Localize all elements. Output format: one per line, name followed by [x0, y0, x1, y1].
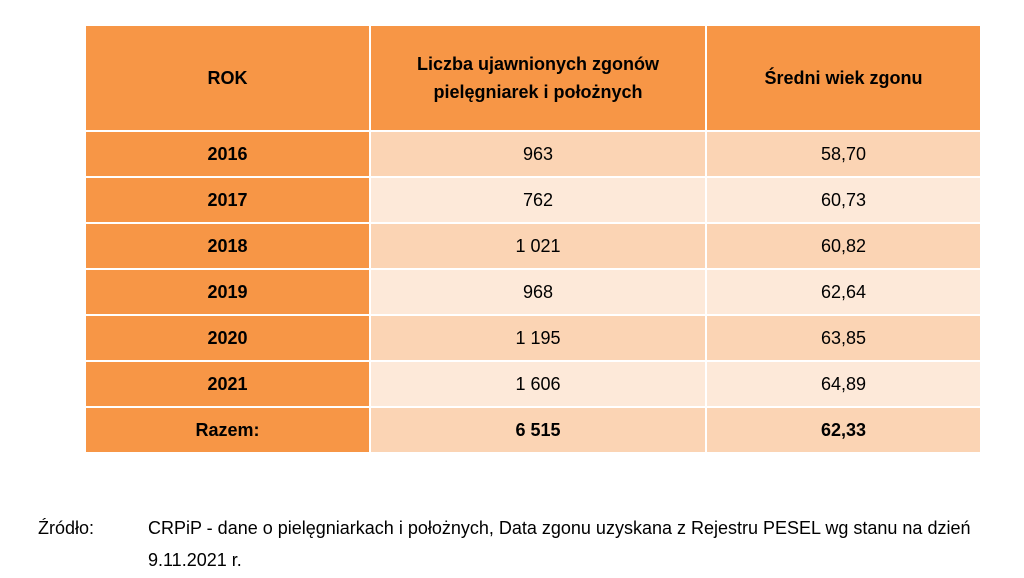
row-deaths: 1 606 — [370, 361, 707, 408]
total-avg-age: 62,33 — [706, 407, 980, 454]
row-avg-age: 60,73 — [706, 177, 980, 224]
row-year: 2017 — [86, 177, 371, 224]
header-year: ROK — [86, 26, 371, 132]
row-deaths: 968 — [370, 269, 707, 316]
table-row: 2018 1 021 60,82 — [86, 223, 980, 270]
row-avg-age: 58,70 — [706, 131, 980, 178]
row-year: 2016 — [86, 131, 371, 178]
row-year: 2020 — [86, 315, 371, 362]
table-row: 2016 963 58,70 — [86, 131, 980, 178]
total-label: Razem: — [86, 407, 371, 454]
row-year: 2019 — [86, 269, 371, 316]
row-avg-age: 63,85 — [706, 315, 980, 362]
row-deaths: 1 021 — [370, 223, 707, 270]
row-year: 2018 — [86, 223, 371, 270]
header-average-age: Średni wiek zgonu — [706, 26, 980, 132]
table-row: 2019 968 62,64 — [86, 269, 980, 316]
row-avg-age: 62,64 — [706, 269, 980, 316]
source-text: CRPiP - dane o pielęgniarkach i położnyc… — [148, 518, 971, 570]
row-deaths: 963 — [370, 131, 707, 178]
row-deaths: 1 195 — [370, 315, 707, 362]
table-row: 2020 1 195 63,85 — [86, 315, 980, 362]
total-deaths: 6 515 — [370, 407, 707, 454]
row-deaths: 762 — [370, 177, 707, 224]
row-avg-age: 64,89 — [706, 361, 980, 408]
deaths-table: ROK Liczba ujawnionych zgonów pielęgniar… — [86, 26, 980, 454]
table-total-row: Razem: 6 515 62,33 — [86, 407, 980, 454]
table-row: 2017 762 60,73 — [86, 177, 980, 224]
row-avg-age: 60,82 — [706, 223, 980, 270]
table-header-row: ROK Liczba ujawnionych zgonów pielęgniar… — [86, 26, 980, 132]
source-label: Źródło: — [38, 518, 95, 538]
table-row: 2021 1 606 64,89 — [86, 361, 980, 408]
header-deaths-count: Liczba ujawnionych zgonów pielęgniarek i… — [370, 26, 707, 132]
row-year: 2021 — [86, 361, 371, 408]
